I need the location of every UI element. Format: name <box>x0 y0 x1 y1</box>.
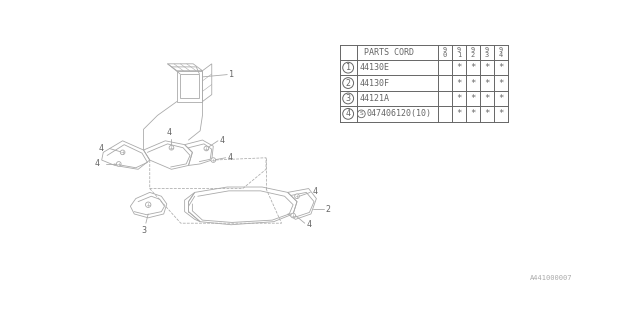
Circle shape <box>169 145 174 150</box>
Circle shape <box>343 78 353 88</box>
Circle shape <box>204 146 209 151</box>
Circle shape <box>116 162 121 166</box>
Text: *: * <box>470 94 476 103</box>
Text: *: * <box>498 109 504 118</box>
Text: 9: 9 <box>499 47 503 53</box>
Circle shape <box>343 62 353 73</box>
Text: A441000007: A441000007 <box>530 275 572 281</box>
Text: 4: 4 <box>220 136 225 145</box>
Text: 2: 2 <box>346 78 351 88</box>
Text: 4: 4 <box>346 109 351 118</box>
Circle shape <box>343 108 353 119</box>
Text: 3: 3 <box>346 94 351 103</box>
Text: *: * <box>470 63 476 72</box>
Text: 4: 4 <box>499 52 503 58</box>
Text: *: * <box>456 94 461 103</box>
Circle shape <box>145 202 151 207</box>
Circle shape <box>343 93 353 104</box>
Text: *: * <box>484 63 490 72</box>
Text: 4: 4 <box>227 153 232 162</box>
Text: 3: 3 <box>484 52 489 58</box>
Text: S: S <box>360 111 364 116</box>
Text: 1: 1 <box>457 52 461 58</box>
Text: 9: 9 <box>457 47 461 53</box>
Text: 44130F: 44130F <box>360 78 390 88</box>
Circle shape <box>294 194 300 198</box>
Text: 3: 3 <box>142 226 147 235</box>
Text: 4: 4 <box>166 128 172 137</box>
Text: 2: 2 <box>326 205 331 214</box>
Text: 9: 9 <box>471 47 475 53</box>
Text: *: * <box>470 109 476 118</box>
Circle shape <box>120 150 125 155</box>
Text: 44130E: 44130E <box>360 63 390 72</box>
Text: *: * <box>456 109 461 118</box>
Text: *: * <box>498 63 504 72</box>
Text: 2: 2 <box>471 52 475 58</box>
Text: 4: 4 <box>94 159 99 168</box>
Text: 4: 4 <box>99 144 103 153</box>
Text: 0: 0 <box>443 52 447 58</box>
Text: PARTS CORD: PARTS CORD <box>364 48 414 57</box>
Text: 047406120(10): 047406120(10) <box>367 109 432 118</box>
Text: *: * <box>484 94 490 103</box>
Text: 1: 1 <box>229 70 234 79</box>
Text: 1: 1 <box>346 63 351 72</box>
Text: 4: 4 <box>307 220 311 229</box>
Circle shape <box>358 110 365 118</box>
Circle shape <box>211 158 216 162</box>
Text: 9: 9 <box>443 47 447 53</box>
Text: *: * <box>498 94 504 103</box>
Text: 9: 9 <box>484 47 489 53</box>
Text: *: * <box>484 109 490 118</box>
Text: 4: 4 <box>312 187 317 196</box>
Text: *: * <box>498 78 504 88</box>
Text: 44121A: 44121A <box>360 94 390 103</box>
Text: *: * <box>456 78 461 88</box>
Text: *: * <box>470 78 476 88</box>
Circle shape <box>291 213 296 218</box>
Text: *: * <box>484 78 490 88</box>
Text: *: * <box>456 63 461 72</box>
